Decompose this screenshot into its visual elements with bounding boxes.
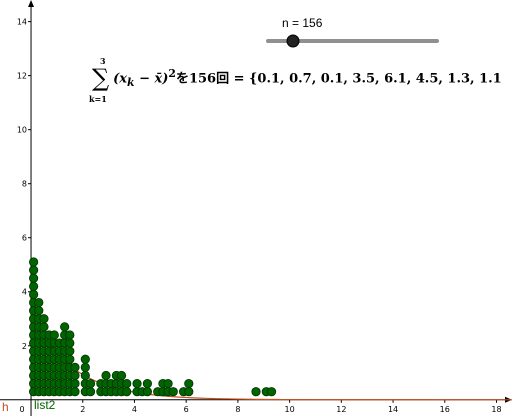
x-axis-tick-labels: 0 2 4 6 8 10 12 14 16 18 — [19, 399, 502, 414]
x-tick-label: 18 — [491, 405, 501, 414]
list2-point[interactable] — [29, 289, 39, 300]
list2-point[interactable] — [85, 378, 96, 389]
list2-point[interactable] — [65, 338, 75, 348]
summation-symbol: ∑ 3 k=1 — [89, 56, 110, 104]
summation-lower-bound: k=1 — [89, 94, 107, 104]
list2-point[interactable] — [80, 362, 90, 372]
list2-point[interactable] — [70, 370, 80, 381]
x-tick-label: 2 — [80, 405, 85, 414]
x-tick-label: 0 — [19, 405, 24, 414]
sum-formula-text[interactable]: ∑ 3 k=1 (xk − x̄)2を156回 = {0.1, 0.7, 0.1, 3… — [89, 56, 502, 104]
x-tick-label: 8 — [235, 405, 240, 414]
list2-point[interactable] — [29, 265, 39, 275]
list2-point[interactable] — [29, 257, 39, 267]
list2-point[interactable] — [65, 354, 75, 364]
y-tick-label: 12 — [17, 72, 27, 81]
list2-point[interactable] — [251, 387, 261, 397]
x-tick-label: 14 — [388, 405, 398, 414]
formula-result-list: を156回 = {0.1, 0.7, 0.1, 3.5, 6.1, 4.5, 1… — [175, 71, 502, 87]
y-axis-arrow — [28, 0, 35, 7]
list2-point[interactable] — [184, 378, 194, 389]
list2-point[interactable] — [116, 370, 127, 381]
x-tick-label: 6 — [184, 405, 189, 414]
slider-knob[interactable] — [286, 34, 300, 48]
formula-exponent: 2 — [168, 67, 176, 81]
list2-point[interactable] — [142, 387, 152, 397]
formula-expression-main: (x — [113, 71, 128, 87]
x-tick-label: 12 — [336, 405, 346, 414]
summation-upper-bound: 3 — [100, 56, 106, 66]
list2-point[interactable] — [168, 387, 178, 397]
list2-point[interactable] — [60, 322, 70, 332]
y-tick-label: 10 — [17, 126, 27, 135]
list2-point[interactable] — [65, 346, 75, 356]
x-tick-label: 16 — [440, 405, 450, 414]
y-tick-label: 4 — [22, 288, 27, 297]
list2-point[interactable] — [29, 281, 39, 291]
list2-point[interactable] — [34, 297, 44, 308]
function-label-h: h — [2, 400, 9, 414]
list2-point[interactable] — [70, 362, 80, 372]
list2-points[interactable] — [29, 257, 277, 397]
list2-point[interactable] — [29, 273, 39, 283]
list2-point[interactable] — [80, 370, 90, 381]
list2-point[interactable] — [80, 354, 90, 364]
list-label-list2: list2 — [34, 398, 56, 412]
slider-label: n = 156 — [282, 16, 323, 30]
list2-point[interactable] — [122, 387, 132, 397]
x-tick-label: 4 — [132, 405, 137, 414]
list2-point[interactable] — [85, 387, 96, 397]
y-axis-tick-labels: 2 4 6 8 10 12 14 — [17, 18, 32, 351]
list2-point[interactable] — [70, 378, 80, 389]
list2-point[interactable] — [65, 330, 75, 340]
list2-point[interactable] — [184, 387, 194, 397]
y-tick-label: 14 — [17, 18, 27, 27]
list2-point[interactable] — [266, 387, 277, 397]
list2-point[interactable] — [70, 387, 80, 397]
list2-point[interactable] — [39, 322, 49, 332]
y-tick-label: 2 — [22, 342, 27, 351]
formula-expression-mid: − x̄) — [134, 71, 169, 87]
x-tick-label: 10 — [285, 405, 295, 414]
y-tick-label: 6 — [22, 234, 27, 243]
list2-point[interactable] — [132, 378, 142, 389]
list2-point[interactable] — [39, 314, 49, 324]
list2-point[interactable] — [142, 378, 152, 389]
formula-subscript: k — [127, 75, 135, 89]
list2-point[interactable] — [49, 330, 59, 340]
list2-point[interactable] — [163, 378, 173, 389]
list2-point[interactable] — [34, 306, 44, 316]
list2-point[interactable] — [101, 370, 111, 381]
list2-point[interactable] — [122, 378, 132, 389]
y-tick-label: 8 — [22, 180, 27, 189]
